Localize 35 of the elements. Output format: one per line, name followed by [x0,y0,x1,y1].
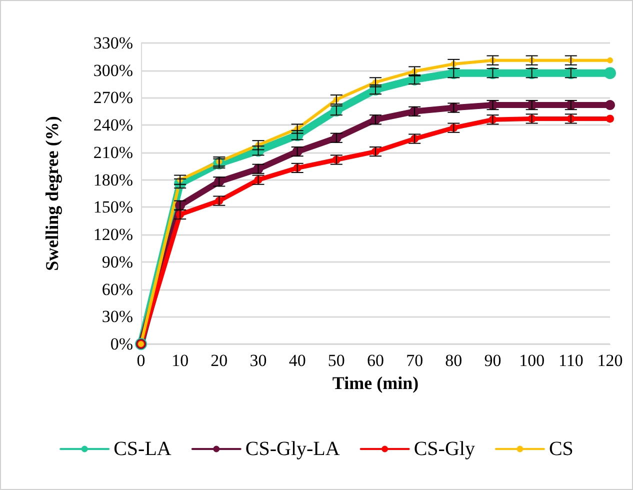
legend-label: CS-Gly [414,438,475,460]
x-tick-label: 80 [445,351,462,370]
legend-label: CS-Gly-LA [245,438,340,460]
y-tick-label: 240% [93,116,133,135]
x-tick-label: 70 [406,351,424,370]
x-tick-label: 60 [367,351,384,370]
x-tick-label: 20 [210,351,228,370]
legend-label: CS [548,438,574,460]
x-tick-label: 40 [288,351,306,370]
y-tick-label: 120% [93,225,133,244]
y-tick-label: 180% [93,170,133,190]
x-tick-label: 0 [136,351,146,370]
legend-label: CS-LA [114,438,172,460]
y-tick-label: 30% [102,307,133,326]
y-tick-label: 150% [93,198,133,217]
y-tick-label: 0% [110,334,133,354]
y-tick-label: 210% [93,142,133,162]
y-axis-title: Swelling degree (%) [42,116,62,271]
x-tick-label: 30 [250,351,267,370]
y-tick-label: 90% [102,252,133,272]
point [607,57,613,64]
x-tick-label: 110 [558,351,584,370]
y-tick-label: 330% [93,34,133,52]
y-tick-label: 60% [102,280,133,299]
x-tick-label: 120 [597,351,623,370]
x-axis-title: Time (min) [332,373,419,393]
point [606,114,614,123]
x-tick-label: 90 [484,351,502,370]
point [605,100,615,110]
y-tick-label: 300% [93,60,133,80]
x-tick-label: 10 [172,351,189,370]
x-tick-label: 50 [328,351,345,370]
y-tick-label: 270% [93,88,133,108]
x-tick-label: 100 [519,351,545,370]
point [604,67,616,80]
